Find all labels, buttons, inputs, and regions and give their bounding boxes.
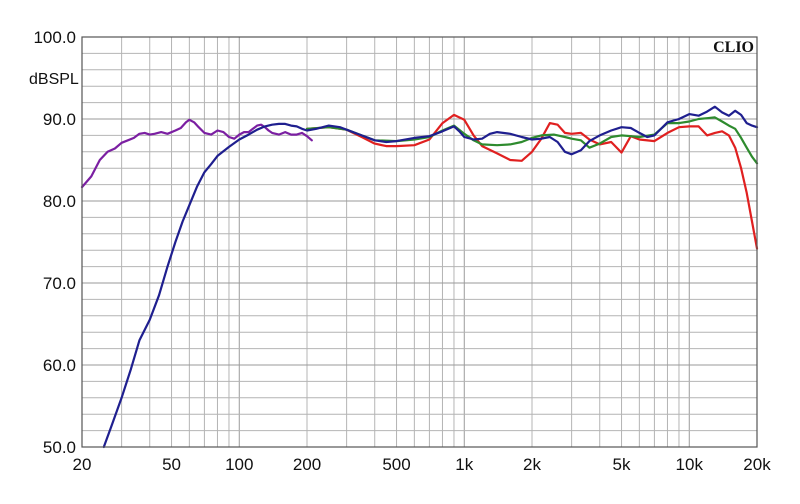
x-tick-label: 50 [162,455,181,474]
response-curve [305,113,759,250]
plot-frame [81,36,758,448]
grid [82,37,757,447]
y-tick-label: 50.0 [43,438,76,457]
x-tick-label: 100 [225,455,253,474]
x-tick-label: 20k [743,455,771,474]
x-tick-label: 20 [73,455,92,474]
y-axis-ticks: 100.0 90.0 80.0 70.0 60.0 50.0 [33,28,76,457]
x-tick-label: 5k [613,455,631,474]
clio-watermark: CLIO [713,39,754,56]
x-tick-label: 10k [676,455,704,474]
x-tick-label: 1k [455,455,473,474]
y-tick-label: 100.0 [33,28,76,47]
x-tick-label: 200 [293,455,321,474]
x-axis-ticks: 20 50 100 200 500 1k 2k 5k 10k 20k [73,455,772,474]
y-tick-label: 60.0 [43,356,76,375]
y-tick-label: 70.0 [43,274,76,293]
response-curve [102,105,759,449]
x-tick-label: 500 [382,455,410,474]
response-curve [80,118,313,189]
curves [80,105,759,449]
y-axis-label: dBSPL [29,71,79,88]
y-tick-label: 80.0 [43,192,76,211]
x-tick-label: 2k [523,455,541,474]
y-tick-label: 90.0 [43,110,76,129]
